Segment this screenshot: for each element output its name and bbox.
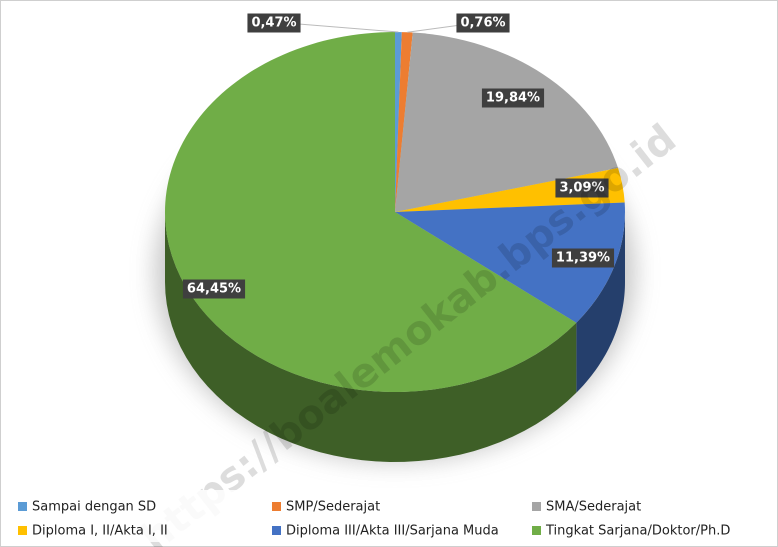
legend-swatch [272,502,281,511]
value-label-box [555,178,609,198]
value-label: 3,09% [559,181,604,196]
legend-label: Tingkat Sarjana/Doktor/Ph.D [545,524,730,539]
value-label-box [247,13,301,33]
value-label-box [182,279,246,299]
value-label: 64,45% [187,282,241,297]
slice [395,32,619,212]
value-label: 11,39% [556,251,610,266]
legend-label: Diploma I, II/Akta I, II [32,524,168,539]
legend-swatch [532,502,541,511]
value-label-box [481,88,545,108]
value-label: 0,47% [251,16,296,31]
value-label: 0,76% [460,16,505,31]
value-label-box [456,13,510,33]
slice [395,32,413,213]
slice [395,32,402,212]
legend-label: SMP/Sederajat [286,500,380,515]
slice-side [165,212,577,462]
slice [395,202,625,323]
legend-label: Diploma III/Akta III/Sarjana Muda [286,524,499,539]
legend-swatch [532,526,541,535]
value-label-box [551,248,615,268]
legend-bg [6,490,772,542]
legend-label: SMA/Sederajat [546,500,641,515]
slice [164,32,577,392]
slice-side [576,212,625,393]
value-label: 19,84% [486,91,540,106]
legend-swatch [272,526,281,535]
plot: 0,47% 0,76% 19,84% 3,09% 11,39% 64,45% [155,13,635,462]
legend-swatch [18,526,27,535]
legend-label: Sampai dengan SD [32,500,156,515]
legend-swatch [18,502,27,511]
